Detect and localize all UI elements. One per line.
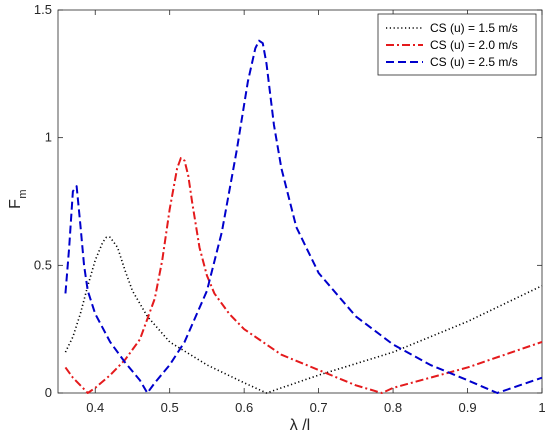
- y-tick-label: 1.5: [34, 2, 52, 17]
- series-line-3: [64, 39, 543, 394]
- legend-label-3: CS (u) = 2.5 m/s: [430, 55, 518, 69]
- y-axis-title-main: F: [7, 199, 24, 209]
- legend-label-2: CS (u) = 2.0 m/s: [430, 38, 518, 52]
- series-line-2: [64, 157, 543, 394]
- x-tick-label: 0.9: [458, 400, 476, 415]
- y-axis-title-sub: m: [17, 189, 29, 198]
- x-tick-label: 1: [538, 400, 545, 415]
- x-axis-title: λ /l: [290, 417, 310, 434]
- y-tick-label: 0: [45, 385, 52, 400]
- x-axis-label: λ /l: [290, 417, 310, 434]
- axis-ticks: 0.4 0.5 0.6 0.7 0.8 0.9 1 0 0.5 1 1.5: [34, 2, 546, 415]
- series-layer: [64, 39, 543, 394]
- series-line-1: [64, 236, 543, 394]
- plot-frame: [57, 9, 543, 394]
- x-tick-label: 0.5: [161, 400, 179, 415]
- y-tick-label: 0.5: [34, 257, 52, 272]
- plot-area: [57, 9, 543, 394]
- legend: CS (u) = 1.5 m/s CS (u) = 2.0 m/s CS (u)…: [377, 13, 537, 76]
- x-tick-label: 0.7: [310, 400, 328, 415]
- x-tick-label: 0.6: [235, 400, 253, 415]
- x-tick-label: 0.4: [86, 400, 104, 415]
- x-tick-label: 0.8: [384, 400, 402, 415]
- legend-label-1: CS (u) = 1.5 m/s: [430, 21, 518, 35]
- y-tick-label: 1: [45, 130, 52, 145]
- y-axis-label: F m: [7, 189, 29, 208]
